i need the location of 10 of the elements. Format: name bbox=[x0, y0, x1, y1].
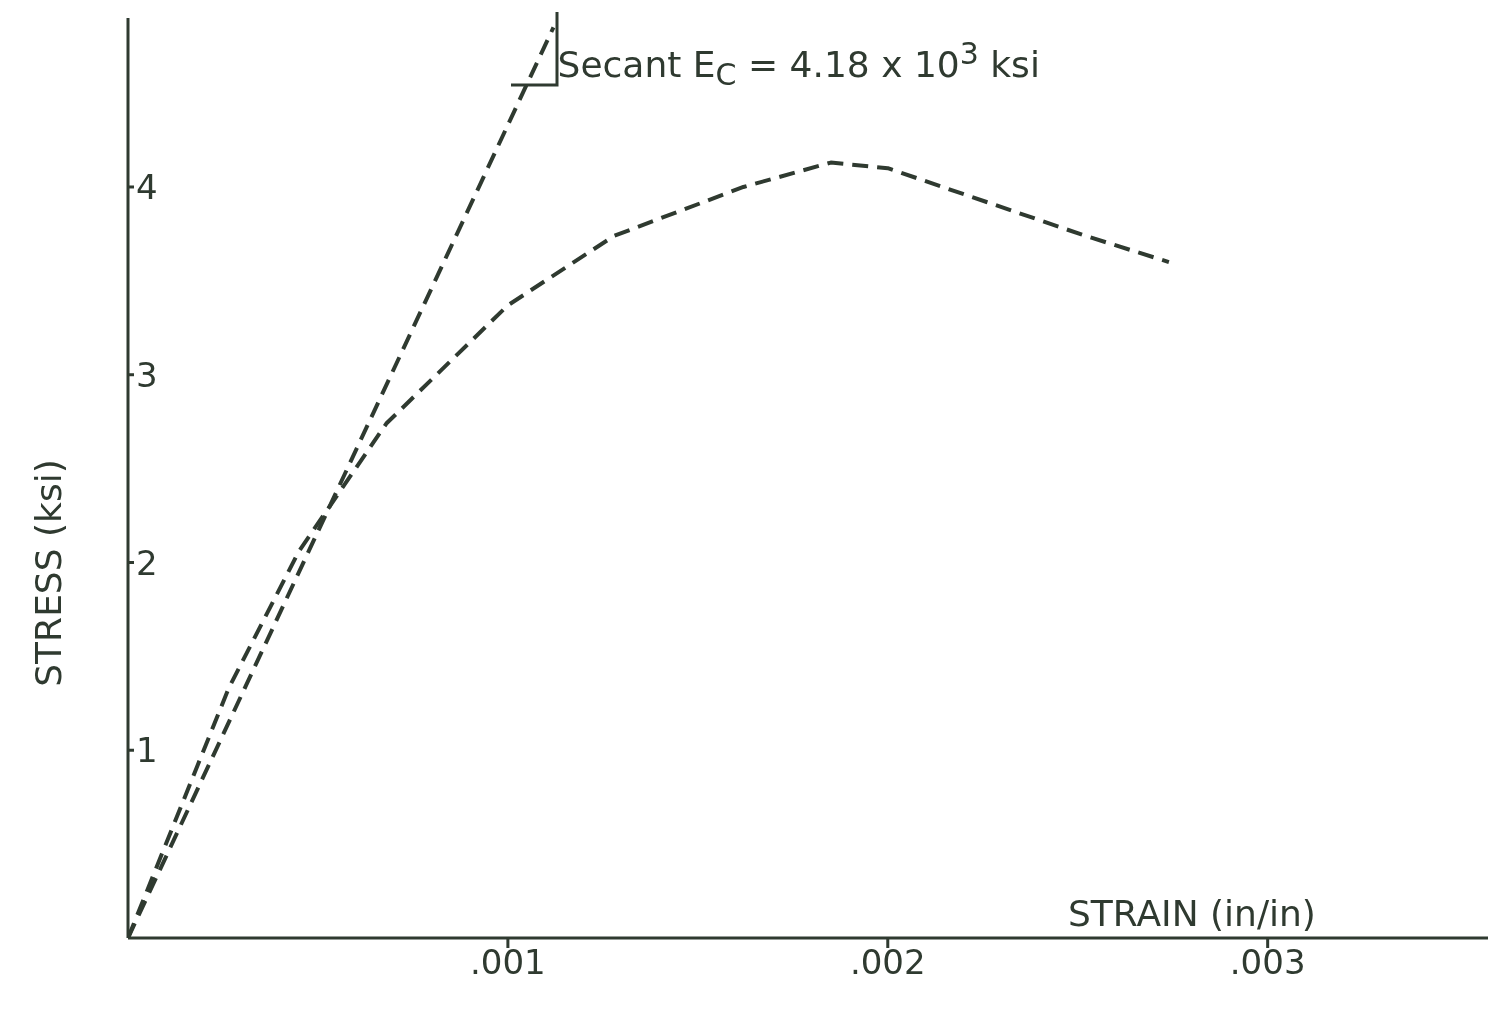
x-axis-title: STRAIN (in/in) bbox=[1068, 893, 1316, 934]
y-tick-label: 1 bbox=[136, 730, 158, 771]
x-tick-label: .002 bbox=[849, 942, 926, 983]
y-tick-label: 3 bbox=[136, 354, 158, 395]
y-tick-label: 2 bbox=[136, 542, 158, 583]
x-tick-label: .003 bbox=[1229, 942, 1306, 983]
annotation: Secant E$_{C}$ = 4.18 x 10$^{3}$ ksi bbox=[557, 35, 1040, 92]
y-axis-title: STRESS (ksi) bbox=[27, 459, 69, 687]
x-tick-label: .001 bbox=[470, 942, 546, 983]
y-tick-label: 4 bbox=[136, 167, 158, 208]
